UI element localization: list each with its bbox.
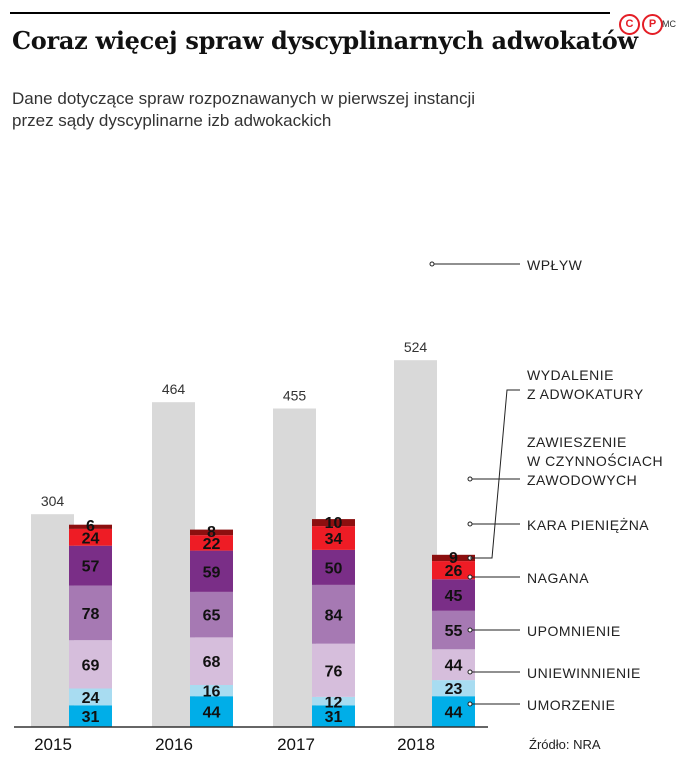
wplyw-value-label: 455 (283, 388, 307, 404)
x-tick-label: 2015 (34, 735, 72, 754)
legend-connector (470, 389, 520, 559)
logo-p-icon: P (642, 14, 663, 35)
legend-connector-dot (467, 521, 473, 527)
segment-nagana (312, 584, 355, 644)
legend-connector-dot (467, 476, 473, 482)
segment-uniewinnienie (312, 696, 355, 706)
segment-value-label: 31 (82, 709, 100, 726)
segment-umorzenie (312, 705, 355, 727)
segment-umorzenie (69, 705, 112, 727)
segment-kara (190, 550, 233, 592)
segment-nagana (190, 591, 233, 638)
segment-upomnienie (432, 649, 475, 681)
subtitle-line-2: przez sądy dyscyplinarne izb adwokackich (12, 111, 332, 130)
segment-value-label: 26 (445, 563, 463, 580)
chart-title: Coraz więcej spraw dyscyplinarnych adwok… (12, 26, 638, 55)
segment-value-label: 45 (445, 588, 463, 605)
wplyw-value-label: 524 (404, 339, 428, 355)
segment-value-label: 34 (325, 531, 343, 548)
legend-label-zawieszenie: ZAWODOWYCH (527, 472, 637, 488)
segment-value-label: 44 (203, 705, 221, 722)
segment-value-label: 68 (203, 654, 221, 671)
legend-label-wydalenie: WYDALENIE (527, 367, 614, 383)
segment-value-label: 65 (203, 608, 221, 625)
segment-umorzenie (432, 696, 475, 727)
segment-zawieszenie (69, 528, 112, 546)
segment-kara (432, 579, 475, 611)
segment-value-label: 9 (449, 550, 458, 567)
legend-label-uniewinnienie: UNIEWINNIENIE (527, 665, 641, 681)
legend-connector-dot (467, 669, 473, 675)
segment-nagana (69, 585, 112, 641)
segment-value-label: 23 (445, 681, 463, 698)
source-note: Źródło: NRA (529, 737, 601, 752)
segment-uniewinnienie (190, 685, 233, 697)
segment-value-label: 84 (325, 607, 343, 624)
segment-kara (69, 545, 112, 586)
segment-value-label: 55 (445, 623, 463, 640)
legend-label-wplyw: WPŁYW (527, 257, 583, 273)
segment-uniewinnienie (432, 680, 475, 697)
segment-uniewinnienie (69, 688, 112, 706)
wplyw-bar (152, 402, 195, 727)
legend-label-nagana: NAGANA (527, 570, 589, 586)
segment-kara (312, 549, 355, 585)
chart-subtitle: Dane dotyczące spraw rozpoznawanych w pi… (12, 88, 572, 132)
segment-wydalenie (69, 524, 112, 529)
segment-value-label: 8 (207, 524, 216, 541)
top-rule (10, 12, 610, 14)
legend-label-umorzenie: UMORZENIE (527, 697, 616, 713)
logo-c-icon: C (619, 14, 640, 35)
segment-umorzenie (190, 696, 233, 727)
segment-value-label: 57 (82, 559, 100, 576)
segment-value-label: 76 (325, 663, 343, 680)
wplyw-bar (394, 360, 437, 727)
segment-upomnienie (312, 643, 355, 697)
legend-connector-dot (429, 261, 435, 267)
wplyw-value-label: 304 (41, 493, 65, 509)
segment-value-label: 12 (325, 694, 343, 711)
publisher-logo: C P (619, 14, 663, 35)
segment-value-label: 59 (203, 564, 221, 581)
x-tick-label: 2018 (397, 735, 435, 754)
segment-upomnienie (69, 640, 112, 689)
segment-zawieszenie (312, 526, 355, 550)
segment-wydalenie (312, 519, 355, 527)
segment-value-label: 44 (445, 658, 463, 675)
legend-label-upomnienie: UPOMNIENIE (527, 623, 621, 639)
legend-label-zawieszenie: ZAWIESZENIE (527, 434, 627, 450)
segment-zawieszenie (190, 535, 233, 551)
segment-value-label: 16 (203, 684, 221, 701)
segment-wydalenie (190, 529, 233, 536)
segment-value-label: 31 (325, 709, 343, 726)
wplyw-value-label: 464 (162, 381, 186, 397)
x-tick-label: 2017 (277, 735, 315, 754)
segment-zawieszenie (432, 561, 475, 580)
legend-connector-dot (467, 627, 473, 633)
segment-value-label: 44 (445, 705, 463, 722)
legend-connector-dot (467, 574, 473, 580)
legend-label-wydalenie: Z ADWOKATURY (527, 386, 644, 402)
segment-value-label: 69 (82, 657, 100, 674)
subtitle-line-1: Dane dotyczące spraw rozpoznawanych w pi… (12, 89, 475, 108)
segment-value-label: 22 (203, 536, 221, 553)
author-credit: MC (662, 19, 676, 29)
legend-connector-dot (467, 701, 473, 707)
segment-value-label: 24 (82, 690, 100, 707)
segment-upomnienie (190, 637, 233, 685)
segment-value-label: 6 (86, 518, 95, 535)
segment-value-label: 10 (325, 515, 343, 532)
segment-value-label: 24 (82, 530, 100, 547)
legend-label-zawieszenie: W CZYNNOŚCIACH (527, 452, 663, 469)
wplyw-bar (31, 514, 74, 727)
legend-label-kara: KARA PIENIĘŻNA (527, 516, 649, 533)
x-tick-label: 2016 (155, 735, 193, 754)
wplyw-bar (273, 408, 316, 727)
segment-value-label: 78 (82, 606, 100, 623)
segment-value-label: 50 (325, 560, 343, 577)
segment-wydalenie (432, 554, 475, 562)
